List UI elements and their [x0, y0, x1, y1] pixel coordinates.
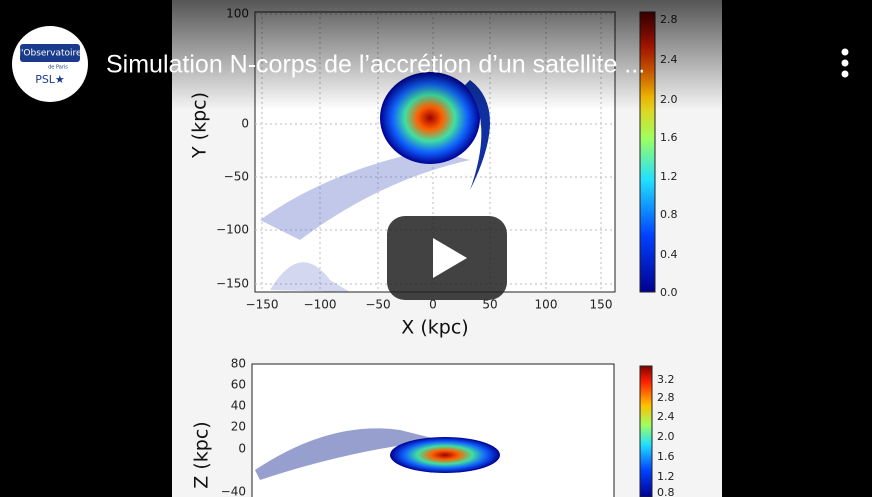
channel-logo[interactable]: l'Observatoire de Paris PSL★: [12, 26, 88, 102]
logo-brand: PSL★: [35, 73, 65, 86]
y-tick-label: 60: [231, 378, 246, 392]
video-player[interactable]: Y (kpc) X (kpc) Z (kpc) 1000−50−100−150−…: [0, 0, 872, 497]
y-tick-label: 0: [241, 117, 249, 131]
colorbar-tick-label: 2.0: [657, 430, 675, 443]
y-tick-label: 80: [231, 357, 246, 371]
satellite: [390, 437, 500, 473]
x-tick-label: −50: [365, 298, 390, 312]
dot: [842, 60, 849, 67]
logo-name: l'Observatoire: [18, 49, 82, 59]
x-axis-label: X (kpc): [401, 317, 468, 339]
y-tick-label: −40: [221, 485, 246, 497]
x-tick-label: −100: [304, 298, 337, 312]
dot: [842, 71, 849, 78]
logo-subtitle: de Paris: [48, 65, 68, 71]
y-tick-label: −150: [216, 277, 249, 291]
colorbar-tick-label: 2.4: [657, 410, 675, 423]
colorbar-tick-label: 0.8: [657, 486, 675, 497]
x-tick-label: −150: [246, 298, 279, 312]
y-tick-label: 20: [231, 420, 246, 434]
colorbar-tick-label: 2.8: [657, 391, 675, 404]
colorbar-tick-label: 1.6: [657, 450, 675, 463]
play-button[interactable]: [387, 216, 507, 300]
y-tick-label: −50: [224, 170, 249, 184]
video-title[interactable]: Simulation N-corps de l’accrétion d’un s…: [106, 51, 645, 79]
dot: [842, 49, 849, 56]
menu-button[interactable]: [842, 49, 849, 78]
colorbar-tick-label: 0.0: [660, 286, 678, 299]
colorbar-tick-label: 1.2: [657, 470, 675, 483]
x-tick-label: 100: [535, 298, 558, 312]
colorbar-tick-label: 1.6: [660, 131, 678, 144]
y-tick-label: 40: [231, 399, 246, 413]
y-axis-label: Z (kpc): [191, 421, 213, 488]
colorbar: [640, 366, 652, 497]
y-tick-label: 0: [238, 442, 246, 456]
plot-frame: [252, 364, 614, 497]
colorbar-tick-label: 1.2: [660, 170, 678, 183]
colorbar-tick-label: 0.8: [660, 208, 678, 221]
x-tick-label: 150: [590, 298, 613, 312]
colorbar-tick-label: 0.4: [660, 248, 678, 261]
colorbar-tick-label: 3.2: [657, 373, 675, 386]
y-tick-label: −100: [216, 223, 249, 237]
